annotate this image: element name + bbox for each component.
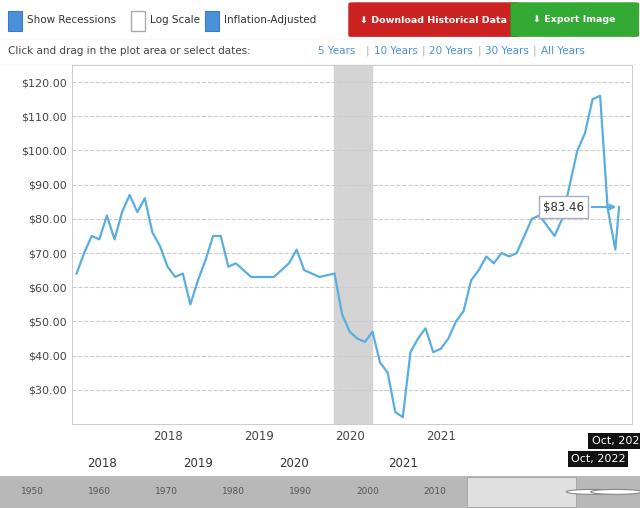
Text: All Years: All Years: [541, 46, 585, 56]
Circle shape: [591, 489, 640, 494]
FancyBboxPatch shape: [349, 3, 518, 37]
Text: 2020: 2020: [280, 457, 309, 470]
Text: Show Recessions: Show Recessions: [27, 15, 116, 25]
Text: ⬇ Download Historical Data: ⬇ Download Historical Data: [360, 16, 508, 24]
Text: 1970: 1970: [155, 487, 178, 496]
Text: 2019: 2019: [184, 457, 213, 470]
FancyBboxPatch shape: [205, 11, 219, 31]
Text: 1980: 1980: [222, 487, 245, 496]
Circle shape: [566, 489, 618, 494]
Text: Log Scale: Log Scale: [150, 15, 200, 25]
Text: |: |: [533, 46, 537, 56]
Text: 2000: 2000: [356, 487, 380, 496]
FancyBboxPatch shape: [8, 11, 22, 31]
FancyBboxPatch shape: [131, 11, 145, 31]
Text: |: |: [477, 46, 481, 56]
Text: Oct, 2022: Oct, 2022: [592, 436, 640, 446]
Text: $83.46: $83.46: [543, 201, 614, 213]
Text: 1960: 1960: [88, 487, 111, 496]
Text: |: |: [366, 46, 370, 56]
Text: Click and drag in the plot area or select dates:: Click and drag in the plot area or selec…: [8, 46, 250, 56]
FancyBboxPatch shape: [511, 3, 639, 37]
Text: |: |: [422, 46, 426, 56]
Bar: [334, 65, 372, 424]
Text: 2010: 2010: [424, 487, 447, 496]
Text: 30 Years: 30 Years: [485, 46, 529, 56]
Text: 10 Years: 10 Years: [374, 46, 418, 56]
Text: 2021: 2021: [388, 457, 418, 470]
Text: ⬇ Export Image: ⬇ Export Image: [534, 16, 616, 24]
Text: 20 Years: 20 Years: [429, 46, 474, 56]
Text: 5 Years: 5 Years: [318, 46, 355, 56]
Text: 1990: 1990: [289, 487, 312, 496]
FancyBboxPatch shape: [467, 477, 576, 507]
Text: 2018: 2018: [88, 457, 117, 470]
Text: Inflation-Adjusted: Inflation-Adjusted: [224, 15, 316, 25]
Text: Oct, 2022: Oct, 2022: [571, 454, 626, 464]
Text: 1950: 1950: [20, 487, 44, 496]
FancyBboxPatch shape: [0, 476, 640, 508]
